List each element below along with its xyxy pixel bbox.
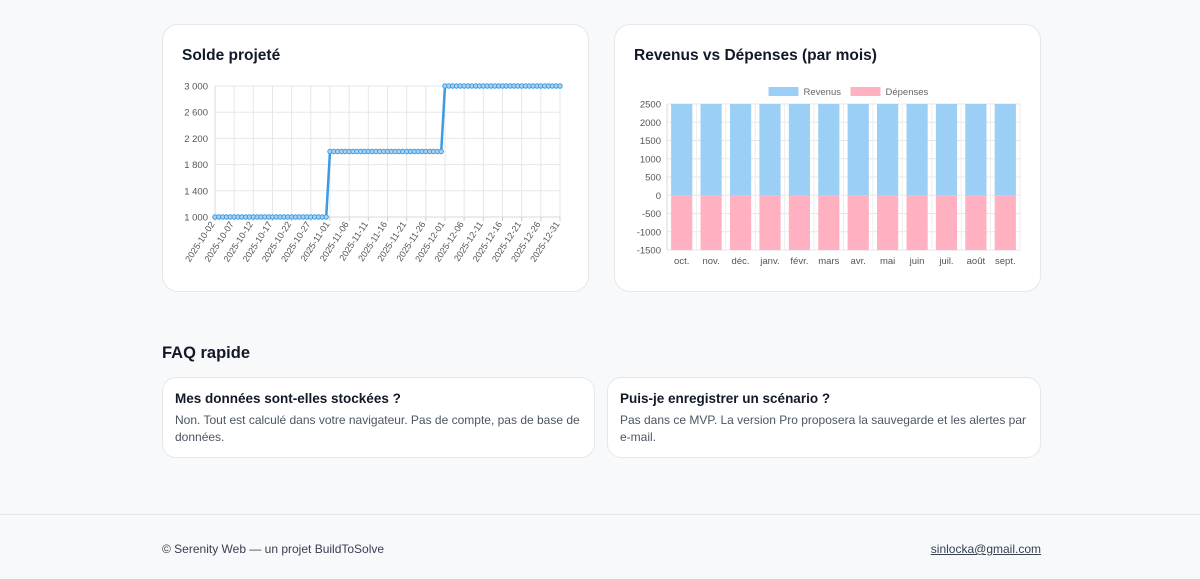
y-tick-label: 500 xyxy=(645,173,661,184)
x-tick-label: sept. xyxy=(995,256,1016,267)
y-tick-label: 2 600 xyxy=(184,108,208,119)
x-tick-label: mai xyxy=(880,256,895,267)
x-tick-label: août xyxy=(967,256,986,267)
faq-item: Puis-je enregistrer un scénario ? Pas da… xyxy=(607,377,1041,458)
x-tick-label: avr. xyxy=(851,256,866,267)
faq-heading: FAQ rapide xyxy=(162,344,251,362)
y-tick-label: 1000 xyxy=(640,154,661,165)
y-tick-label: -1000 xyxy=(637,227,661,238)
x-tick-label: nov. xyxy=(702,256,719,267)
y-tick-label: 2 200 xyxy=(184,134,208,145)
depenses-bar xyxy=(759,195,781,251)
x-tick-label: juin xyxy=(909,256,925,267)
depenses-bar xyxy=(730,195,752,251)
x-tick-label: oct. xyxy=(674,256,689,267)
balance-data-point xyxy=(557,83,563,89)
revenus-bar xyxy=(818,104,840,196)
x-tick-label: janv. xyxy=(759,256,779,267)
y-tick-label: 2500 xyxy=(640,100,661,111)
revenus-bar xyxy=(730,104,752,196)
revenus-bar xyxy=(935,104,958,196)
revenus-bar xyxy=(847,104,869,196)
balance-data-point xyxy=(323,214,329,220)
faq-answer: Pas dans ce MVP. La version Pro proposer… xyxy=(620,413,1027,444)
depenses-bar xyxy=(847,195,869,251)
revenus-bar xyxy=(788,104,810,196)
revenus-bar xyxy=(994,104,1016,196)
x-tick-label: juil. xyxy=(938,256,953,267)
balance-chart-title: Solde projeté xyxy=(182,47,281,64)
balance-data-point xyxy=(438,148,444,155)
y-tick-label: -500 xyxy=(642,209,661,220)
x-tick-label: déc. xyxy=(732,256,750,267)
depenses-bar xyxy=(700,195,722,251)
faq-question: Mes données sont-elles stockées ? xyxy=(175,391,401,406)
y-tick-label: 0 xyxy=(656,191,661,202)
revenus-bar xyxy=(700,104,722,196)
y-tick-label: -1500 xyxy=(637,246,661,257)
y-tick-label: 2000 xyxy=(640,118,661,129)
y-tick-label: 1 800 xyxy=(184,160,208,171)
revenus-bar xyxy=(906,104,928,196)
faq-item: Mes données sont-elles stockées ? Non. T… xyxy=(162,377,595,458)
revenus-bar xyxy=(877,104,899,196)
depenses-bar xyxy=(994,195,1016,251)
y-tick-label: 1 000 xyxy=(184,213,208,224)
x-tick-label: févr. xyxy=(790,256,808,267)
faq-answer: Non. Tout est calculé dans votre navigat… xyxy=(175,413,580,444)
faq-question: Puis-je enregistrer un scénario ? xyxy=(620,391,831,406)
x-tick-label: mars xyxy=(818,256,839,267)
depenses-bar xyxy=(935,195,958,251)
revenus-bar xyxy=(759,104,781,196)
revenue-expense-chart-card: Revenus vs Dépenses (par mois) Revenus Dé… xyxy=(614,24,1041,292)
legend-swatch-depenses xyxy=(850,87,881,96)
depenses-bar xyxy=(671,195,693,251)
balance-chart-card: Solde projeté 1 000 1 400 1 800 2 200 2 600 3… xyxy=(162,24,589,292)
revenue-expense-bar-chart[interactable]: Revenus Dépenses 2500 2000 1500 1000 500 0 -500 -… xyxy=(615,25,1042,293)
footer-email-link[interactable]: sinlocka@gmail.com xyxy=(930,542,1041,556)
depenses-bar xyxy=(877,195,899,251)
y-tick-label: 3 000 xyxy=(184,82,208,93)
depenses-bar xyxy=(788,195,810,251)
footer-copyright: © Serenity Web — un projet BuildToSolve xyxy=(162,542,385,556)
revenus-bar xyxy=(671,104,693,196)
y-tick-label: 1 400 xyxy=(184,186,208,197)
depenses-bar xyxy=(965,195,987,251)
legend-label-depenses: Dépenses xyxy=(886,87,929,98)
legend-swatch-revenus xyxy=(768,87,799,96)
depenses-bar xyxy=(818,195,840,251)
y-tick-label: 1500 xyxy=(640,136,661,147)
legend-label-revenus: Revenus xyxy=(804,87,842,98)
depenses-bar xyxy=(906,195,928,251)
footer: © Serenity Web — un projet BuildToSolve … xyxy=(0,514,1200,579)
revenue-expense-chart-title: Revenus vs Dépenses (par mois) xyxy=(634,47,877,64)
revenus-bar xyxy=(965,104,987,196)
